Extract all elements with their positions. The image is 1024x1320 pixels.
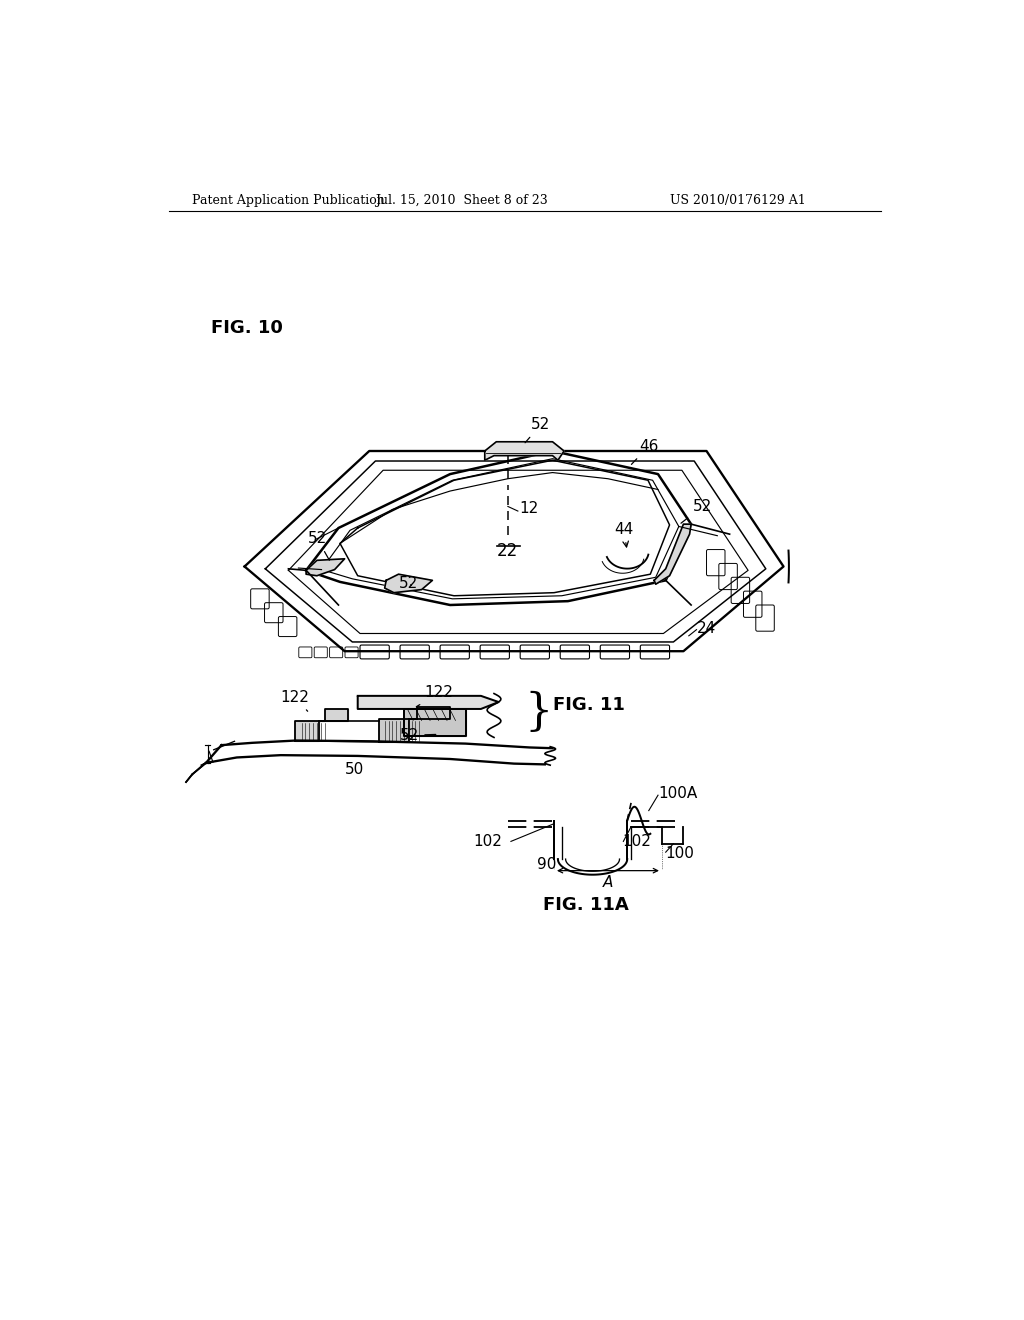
Polygon shape	[186, 763, 206, 781]
Text: FIG. 11: FIG. 11	[553, 696, 625, 714]
Text: 102: 102	[622, 834, 650, 849]
Text: 22: 22	[498, 543, 518, 560]
Text: 52: 52	[398, 576, 418, 591]
Text: }: }	[524, 692, 553, 734]
Text: 52: 52	[400, 727, 436, 743]
Text: 12: 12	[519, 502, 539, 516]
Text: 46: 46	[632, 440, 658, 465]
Text: 50: 50	[345, 762, 364, 776]
Text: 90: 90	[537, 857, 556, 873]
Text: 100: 100	[666, 846, 694, 861]
Text: 122: 122	[281, 690, 309, 711]
Text: 100A: 100A	[658, 787, 697, 801]
Text: 52: 52	[307, 532, 330, 560]
Text: 122: 122	[417, 685, 454, 706]
Text: 52: 52	[525, 417, 550, 442]
Polygon shape	[403, 709, 466, 737]
Polygon shape	[385, 574, 432, 593]
Text: 102: 102	[473, 834, 502, 849]
Text: 24: 24	[696, 620, 716, 636]
Text: Patent Application Publication: Patent Application Publication	[193, 194, 385, 207]
Polygon shape	[357, 696, 499, 709]
Text: A: A	[603, 875, 613, 890]
Text: Jul. 15, 2010  Sheet 8 of 23: Jul. 15, 2010 Sheet 8 of 23	[375, 194, 548, 207]
Text: FIG. 10: FIG. 10	[211, 319, 284, 337]
Text: FIG. 11A: FIG. 11A	[543, 896, 629, 915]
Text: 44: 44	[614, 523, 634, 546]
Polygon shape	[484, 442, 564, 461]
Polygon shape	[379, 708, 451, 742]
Polygon shape	[295, 709, 348, 742]
Text: US 2010/0176129 A1: US 2010/0176129 A1	[670, 194, 805, 207]
Polygon shape	[654, 524, 691, 585]
Text: 52: 52	[681, 499, 712, 523]
Polygon shape	[306, 558, 345, 576]
